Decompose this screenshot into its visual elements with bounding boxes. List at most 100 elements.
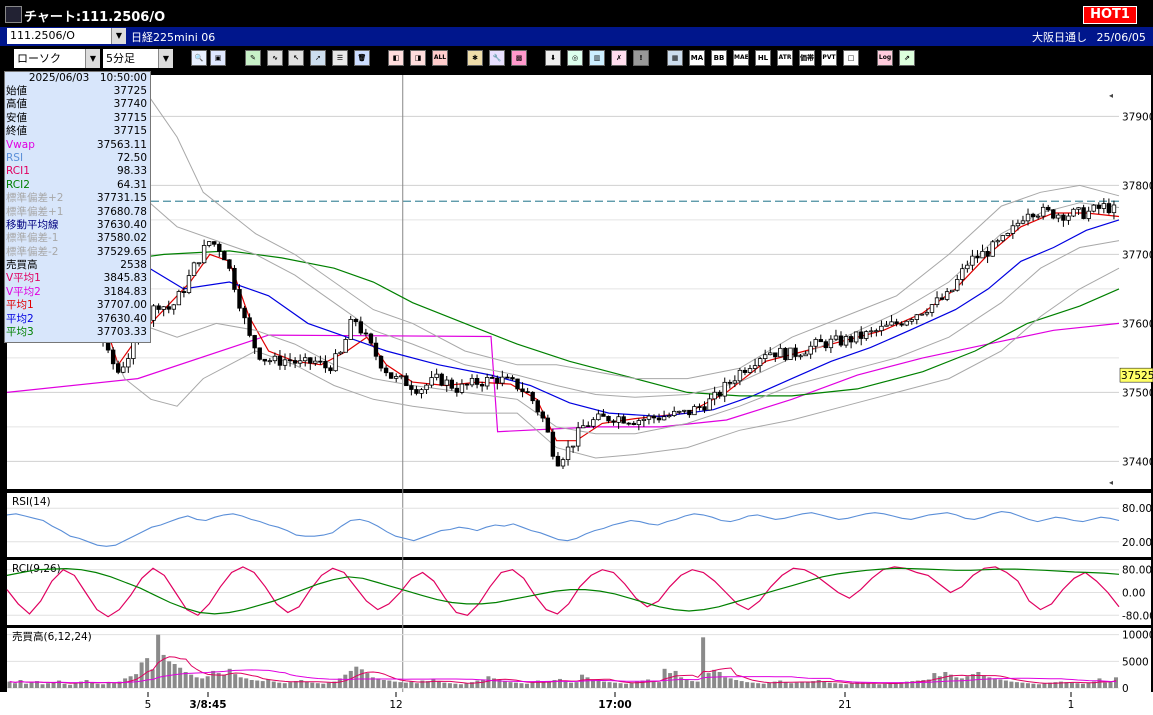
candlestick: [505, 374, 510, 379]
search-chart-icon[interactable]: ◎: [567, 50, 583, 66]
volume-bar: [987, 677, 992, 688]
trash-icon[interactable]: 🗑: [354, 50, 370, 66]
candle-body: [818, 339, 823, 343]
alert-icon[interactable]: !: [633, 50, 649, 66]
volume-bar: [783, 682, 788, 688]
candlestick: [1076, 207, 1081, 215]
zoom-icon[interactable]: 🔍: [191, 50, 207, 66]
ma-icon[interactable]: MA: [689, 50, 705, 66]
current-price-badge: [1119, 367, 1153, 383]
curve-icon[interactable]: ∿: [267, 50, 283, 66]
chevron-down-icon[interactable]: ▼: [85, 49, 100, 68]
data-window-value: 37529.65: [96, 245, 147, 258]
volume-bar: [882, 683, 887, 688]
volume-bar: [816, 680, 821, 688]
data-window-row: V平均2 3184.83: [5, 286, 150, 299]
volume-bar: [167, 661, 172, 688]
chevron-down-icon[interactable]: ▼: [111, 28, 126, 44]
tools-icon[interactable]: ✱: [467, 50, 483, 66]
delete-line-icon[interactable]: ✗: [611, 50, 627, 66]
volume-bar: [282, 683, 287, 688]
volume-bar: [899, 682, 904, 688]
candle-body: [171, 304, 176, 310]
candlestick: [596, 409, 601, 421]
candlestick: [838, 331, 844, 348]
volume-bar: [524, 683, 529, 688]
compare-icon[interactable]: ▥: [589, 50, 605, 66]
candle-body: [677, 410, 682, 413]
candle-body: [707, 398, 712, 411]
candlestick: [530, 391, 535, 405]
candlestick: [459, 379, 465, 395]
volume-bar: [18, 680, 23, 688]
volume-bar: [469, 682, 474, 688]
candlestick: [586, 421, 591, 428]
list-icon[interactable]: ☰: [332, 50, 348, 66]
volume-bar: [569, 682, 574, 688]
candlestick: [985, 246, 990, 264]
volume-bar: [1069, 682, 1074, 688]
chevron-down-icon[interactable]: ▼: [158, 49, 173, 68]
mae-icon[interactable]: MAE: [733, 50, 749, 66]
candlestick: [808, 341, 813, 359]
volume-bar: [717, 672, 722, 688]
candle-body: [247, 317, 252, 336]
chart-type-select[interactable]: ローソク ▼: [14, 49, 100, 68]
wrench-icon[interactable]: 🔧: [489, 50, 505, 66]
arrow-icon[interactable]: ➚: [310, 50, 326, 66]
candle-body: [666, 415, 672, 418]
candle-body: [429, 377, 434, 386]
candle-right-icon[interactable]: ◨: [410, 50, 426, 66]
candlestick: [490, 374, 495, 379]
volume-bar: [458, 684, 463, 688]
pvt-icon[interactable]: PVT: [821, 50, 837, 66]
candle-body: [616, 416, 621, 423]
candlestick: [409, 380, 414, 396]
export-icon[interactable]: ⇗: [899, 50, 915, 66]
candle-body: [368, 333, 374, 344]
hot1-button[interactable]: HOT1: [1083, 6, 1137, 24]
log-icon[interactable]: Log: [877, 50, 893, 66]
volume-bar: [315, 683, 320, 688]
all-icon[interactable]: ALL: [432, 50, 448, 66]
hl-icon[interactable]: HL: [755, 50, 771, 66]
grid-icon[interactable]: ▦: [667, 50, 683, 66]
data-window-row: 安値 37715: [5, 112, 150, 125]
window-icon[interactable]: ▣: [210, 50, 226, 66]
cursor-icon[interactable]: ↖: [288, 50, 304, 66]
vol-icon[interactable]: 価帯: [799, 50, 815, 66]
volume-bar: [772, 681, 777, 688]
candle-body: [338, 351, 343, 355]
download-icon[interactable]: ⬇: [545, 50, 561, 66]
symbol-code-select[interactable]: 111.2506/O ▼: [7, 28, 126, 44]
candlestick: [191, 261, 197, 277]
pen-icon[interactable]: ✎: [245, 50, 261, 66]
candlestick: [889, 314, 894, 326]
volume-bar: [789, 683, 794, 688]
candle-body: [495, 377, 500, 384]
candlestick: [1040, 203, 1046, 220]
x-tick-label: 17:00: [598, 699, 631, 711]
volume-bar: [959, 678, 964, 688]
box-icon[interactable]: □: [843, 50, 859, 66]
sub-tick-label: 0.00: [1122, 588, 1145, 600]
timeframe-select[interactable]: 5分足 ▼: [103, 49, 173, 68]
indicator-line-標準偏差+2: [6, 91, 1120, 380]
atr-icon[interactable]: ATR: [777, 50, 793, 66]
volume-bar: [1058, 681, 1063, 688]
candlestick: [348, 315, 353, 340]
candlestick: [818, 334, 823, 343]
candlestick: [525, 387, 530, 394]
candle-left-icon[interactable]: ◧: [388, 50, 404, 66]
bb-icon[interactable]: BB: [711, 50, 727, 66]
candlestick: [454, 381, 460, 397]
palette-icon[interactable]: ▩: [511, 50, 527, 66]
price-tick-label: 37800: [1122, 180, 1153, 192]
volume-bar: [95, 683, 100, 688]
candle-body: [303, 357, 308, 362]
volume-bar: [701, 637, 706, 688]
volume-bar: [370, 677, 375, 688]
volume-bar: [79, 681, 84, 688]
candlestick: [277, 350, 283, 370]
